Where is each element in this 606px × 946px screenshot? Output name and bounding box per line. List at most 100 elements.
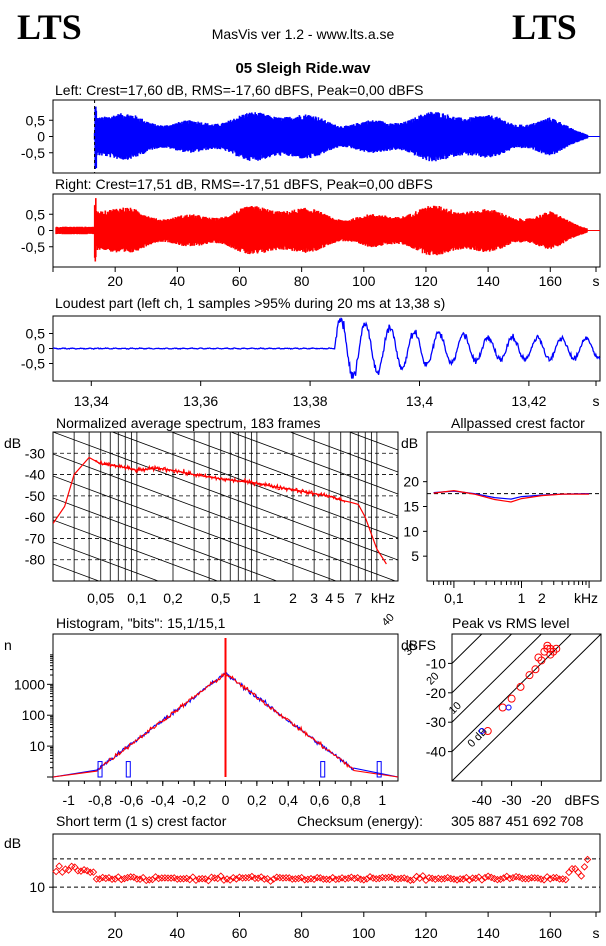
x-tick-label: 120	[414, 925, 438, 941]
slope-line	[170, 432, 398, 517]
x-tick-label: 1	[518, 590, 526, 606]
crest-point	[487, 873, 495, 882]
y-tick-label: 20	[403, 474, 419, 490]
loudest-series	[52, 317, 601, 379]
slope-line	[289, 432, 398, 473]
histogram-title: Histogram, "bits": 15,1/15,1	[56, 615, 226, 631]
y-tick-label: -10	[426, 655, 446, 671]
crest-point	[52, 867, 60, 876]
crest-point	[151, 873, 160, 881]
x-tick-label: 140	[476, 925, 500, 941]
x-tick-label: 13,42	[511, 393, 546, 409]
crest-point	[499, 874, 508, 882]
crest-point	[534, 874, 542, 882]
crest-point	[443, 873, 452, 882]
histogram-outlier	[125, 761, 131, 778]
x-tick-label: 5	[337, 590, 345, 606]
crest-point	[481, 873, 489, 882]
y-tick-label: 0,5	[26, 206, 46, 222]
crest-point	[55, 862, 63, 870]
crest-point	[89, 868, 98, 876]
x-tick-label: -0,2	[182, 792, 206, 808]
spectrum-title: Normalized average spectrum, 183 frames	[56, 415, 321, 431]
crest-point	[415, 874, 424, 882]
crest-point	[515, 873, 523, 881]
histogram-outlier	[97, 761, 103, 778]
x-tick-label: 120	[414, 273, 438, 289]
crest-point	[465, 876, 474, 884]
x-tick-label: 0,2	[163, 590, 183, 606]
x-tick-label: 40	[170, 273, 186, 289]
slope-line	[53, 475, 338, 581]
crest-point	[388, 873, 396, 881]
y-tick-label: -20	[426, 685, 446, 701]
scatter-point	[505, 704, 512, 711]
x-tick-label: 13,34	[74, 393, 109, 409]
crest-point	[375, 874, 384, 883]
x-tick-label: 0	[222, 792, 230, 808]
x-tick-label: 60	[232, 273, 248, 289]
crest-point	[347, 873, 356, 882]
crest-point	[335, 875, 343, 883]
slope-line	[53, 497, 278, 581]
crest-point	[419, 872, 427, 880]
scatter-point	[543, 644, 552, 653]
left-title: Left: Crest=17,60 dB, RMS=-17,60 dBFS, P…	[55, 82, 423, 98]
right-title: Right: Crest=17,51 dB, RMS=-17,51 dBFS, …	[55, 176, 433, 192]
y-tick-label: -0,5	[21, 145, 45, 161]
spectrum-grid	[53, 432, 398, 581]
y-tick-label: -80	[25, 552, 45, 568]
crest-point	[58, 868, 67, 876]
crest-point	[201, 875, 210, 883]
x-tick-label: 20	[107, 273, 123, 289]
left-waveform-panel: Left: Crest=17,60 dB, RMS=-17,60 dBFS, P…	[21, 82, 601, 174]
scatter-point	[478, 728, 485, 735]
crest-point	[350, 874, 359, 883]
x-tick-label: -1	[62, 792, 75, 808]
spectrum-series	[53, 456, 387, 565]
x-tick-label: s	[593, 393, 600, 409]
x-tick-label: 2	[538, 590, 546, 606]
y-tick-label: 1000	[14, 676, 45, 692]
checksum-value: 305 887 451 692 708	[451, 813, 584, 829]
crest-point	[220, 876, 228, 884]
crest-point	[263, 875, 272, 883]
crest-point	[577, 872, 586, 880]
crest-point	[422, 876, 430, 884]
x-tick-label: 13,36	[183, 393, 218, 409]
y-tick-label: -40	[426, 744, 446, 760]
crest-point	[431, 875, 440, 884]
slope-line	[53, 541, 160, 581]
y-tick-label: 0	[37, 129, 45, 145]
crest-point	[130, 873, 138, 882]
plot-frame	[52, 833, 601, 913]
crest-point	[366, 873, 374, 881]
logo-right: LTS	[512, 7, 577, 47]
x-tick-label: 13,38	[293, 393, 328, 409]
crest-point	[484, 872, 492, 880]
y-tick-label: 0	[37, 341, 45, 357]
crest-point	[543, 873, 551, 881]
peak-rms-ylabel: dBFS	[401, 637, 436, 653]
crest-point	[245, 873, 253, 882]
y-tick-label: -0,5	[21, 239, 45, 255]
crest-point	[266, 877, 275, 885]
y-tick-label: -40	[25, 467, 45, 483]
crest-point	[123, 873, 132, 882]
y-tick-label: -60	[25, 509, 45, 525]
crest-point	[583, 855, 592, 864]
crest-point	[217, 872, 225, 880]
crest-point	[235, 873, 244, 881]
crest-point	[61, 865, 70, 873]
crest-point	[117, 875, 126, 884]
plot-frame	[52, 431, 399, 582]
spectrum-detail	[94, 459, 346, 504]
slope-line	[229, 432, 398, 495]
crest-point	[369, 874, 377, 882]
crest-point	[170, 874, 178, 882]
y-tick-label: 10	[29, 738, 45, 754]
loudest-panel: Loudest part (left ch, 1 samples >95% du…	[21, 295, 601, 409]
crest-series-1	[433, 489, 590, 503]
scatter-point	[516, 682, 525, 691]
x-tick-label: 0,2	[247, 792, 267, 808]
